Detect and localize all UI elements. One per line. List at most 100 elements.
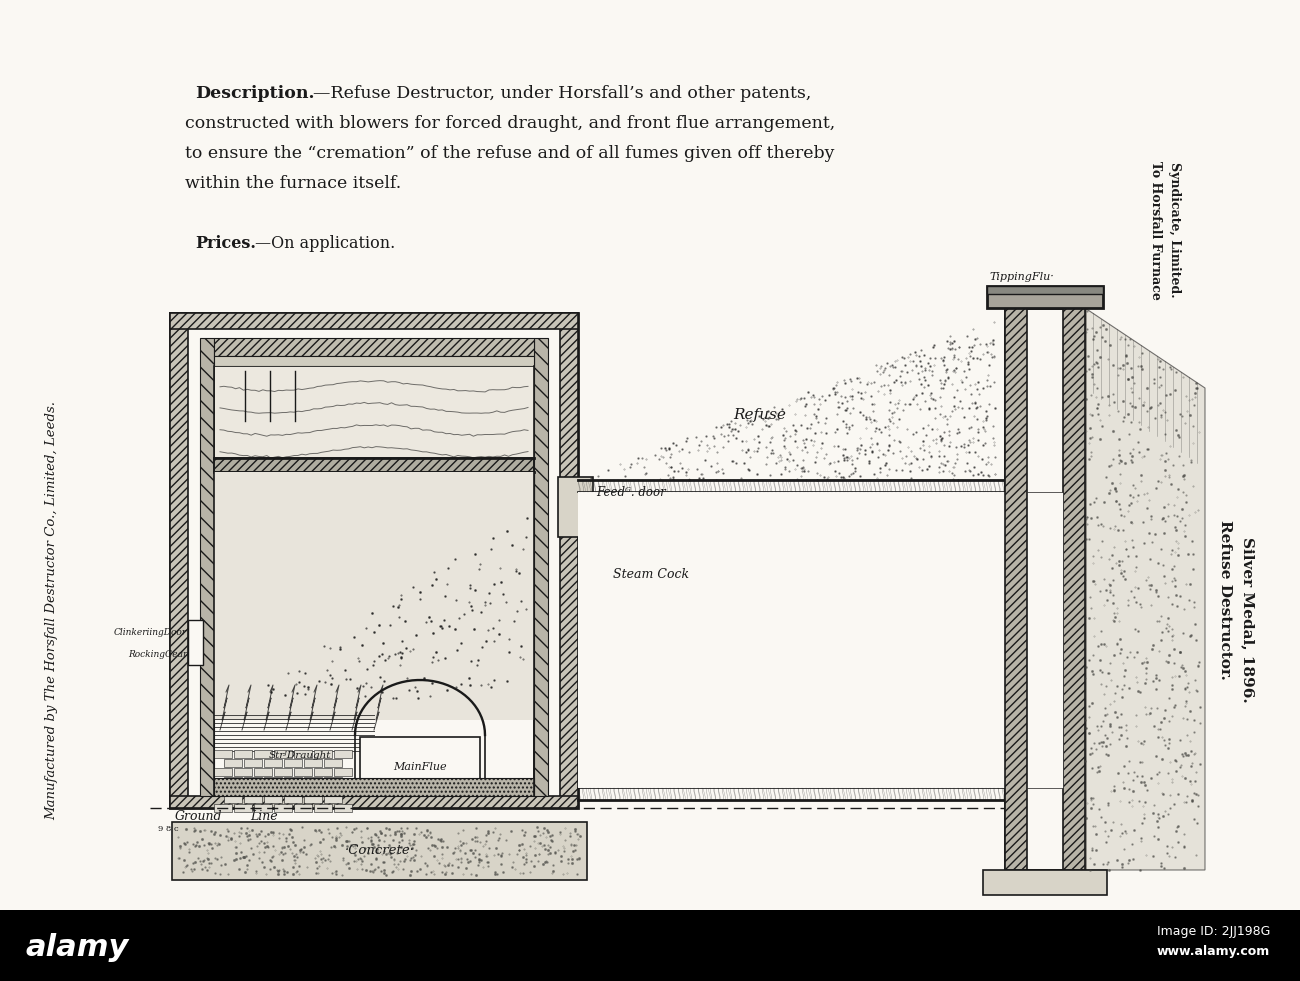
Bar [324,759,342,767]
Circle shape [265,366,276,376]
Bar [1005,308,1086,870]
Bar [983,870,1108,895]
Text: constructed with blowers for forced draught, and front flue arrangement,: constructed with blowers for forced drau… [185,115,835,132]
Bar [283,795,302,803]
Bar [214,768,231,776]
Bar [188,620,203,665]
Circle shape [568,555,578,565]
Text: Feedᴳ. door: Feedᴳ. door [595,486,666,498]
Bar [214,458,534,472]
Bar [200,338,214,796]
Bar [254,768,272,776]
Text: 9 8 c: 9 8 c [159,825,178,833]
Text: Refuse Destructor.: Refuse Destructor. [1218,520,1232,680]
Bar [274,750,292,758]
Text: to ensure the “cremation” of the refuse and of all fumes given off thereby: to ensure the “cremation” of the refuse … [185,145,835,162]
Bar [315,786,332,794]
Bar [304,759,322,767]
Bar [234,786,252,794]
Bar [234,750,252,758]
Bar [334,786,352,794]
Circle shape [240,672,252,684]
Bar [264,759,282,767]
Bar [987,286,1102,308]
Circle shape [240,366,250,376]
Text: —Refuse Destructor, under Horsfall’s and other patents,: —Refuse Destructor, under Horsfall’s and… [313,85,811,102]
Bar [560,313,578,808]
Bar [558,477,593,537]
Bar [264,777,282,785]
Polygon shape [1086,308,1205,870]
Bar [214,338,534,356]
Text: within the furnace itself.: within the furnace itself. [185,175,402,192]
Bar [234,804,252,812]
Bar [294,804,312,812]
Text: www.alamy.com: www.alamy.com [1157,946,1270,958]
Text: Syndicate, Limited.: Syndicate, Limited. [1169,162,1182,298]
Bar [1027,492,1063,788]
Bar [224,777,242,785]
Text: —On application.: —On application. [255,235,395,252]
Bar [214,750,231,758]
Bar [304,777,322,785]
Bar [214,804,231,812]
Circle shape [254,672,266,684]
Bar [244,795,263,803]
Bar [1005,308,1027,870]
Text: Description.: Description. [195,85,315,102]
Bar [334,750,352,758]
Bar [324,795,342,803]
Text: RockingGear: RockingGear [127,650,187,659]
Bar [170,313,578,329]
Text: Steam Cock: Steam Cock [614,569,689,582]
Bar [0,910,1300,981]
Bar [244,759,263,767]
Text: Image ID: 2JJ198G: Image ID: 2JJ198G [1157,925,1270,939]
Text: StrᴶDraught: StrᴶDraught [269,750,332,759]
Bar [578,492,1005,788]
Bar [334,804,352,812]
Text: ClinkeriingDoor: ClinkeriingDoor [114,628,187,637]
Bar [274,768,292,776]
Text: Silver Medal, 1896.: Silver Medal, 1896. [1242,538,1254,702]
Text: MainFlue: MainFlue [393,761,447,771]
Bar [224,795,242,803]
Bar [987,286,1102,294]
Bar [214,356,534,366]
Text: ·Concrete·: ·Concrete· [344,845,415,857]
Text: alamy: alamy [25,934,129,962]
Bar [315,750,332,758]
Text: TippingFlu·: TippingFlu· [989,272,1054,282]
Bar [274,786,292,794]
Bar [315,768,332,776]
Bar [534,338,549,796]
Bar [304,795,322,803]
Bar [244,777,263,785]
Bar [224,759,242,767]
Bar [254,750,272,758]
Bar [214,786,231,794]
Circle shape [173,318,187,332]
Bar [214,472,534,720]
Text: To Horsfall Furnace: To Horsfall Furnace [1148,161,1161,299]
Bar [214,778,534,796]
Bar [294,768,312,776]
Bar [234,768,252,776]
Circle shape [562,318,575,332]
Text: Ground: Ground [176,810,222,823]
Bar [214,366,534,458]
Bar [254,804,272,812]
Bar [334,768,352,776]
Bar [324,777,342,785]
Bar [283,777,302,785]
Circle shape [290,366,300,376]
Bar [170,796,578,808]
Bar [172,822,588,880]
Text: Prices.: Prices. [195,235,256,252]
Bar [170,313,188,808]
Text: Refuse: Refuse [733,408,786,422]
Bar [294,750,312,758]
Circle shape [226,672,238,684]
Bar [1063,308,1085,870]
Bar [283,759,302,767]
